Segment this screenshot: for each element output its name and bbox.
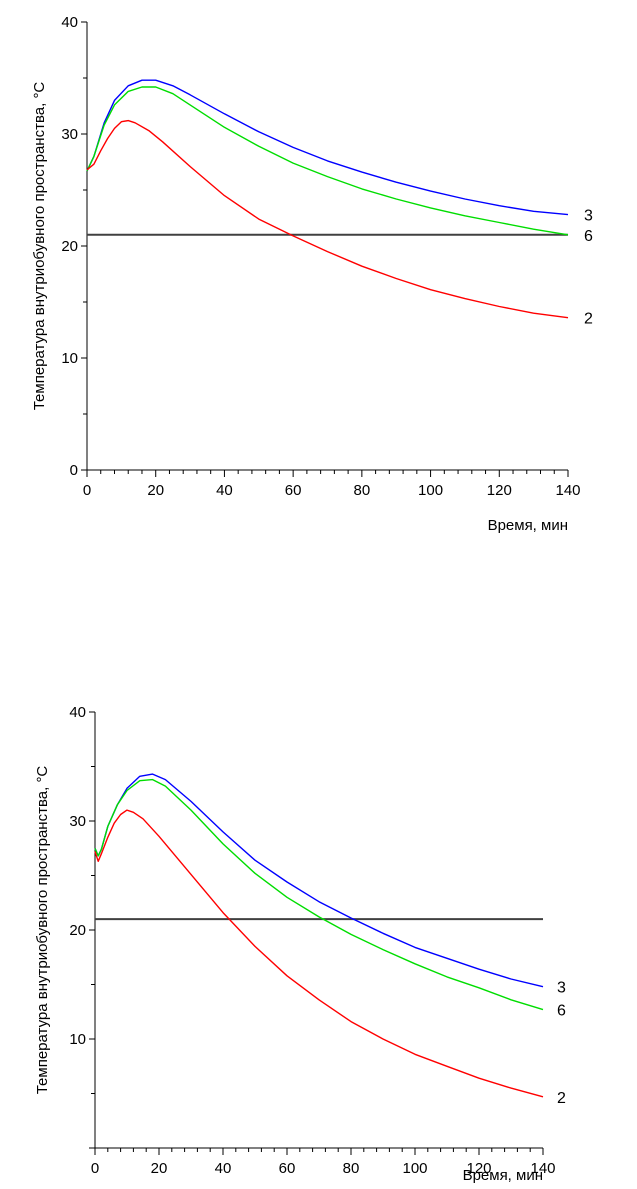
x-axis-title: Время, мин — [463, 1167, 543, 1184]
series-line-6 — [86, 86, 569, 236]
x-tick-label: 140 — [555, 482, 580, 499]
temperature-chart-2: 0 20 40 60 80 100 120 140 10 20 30 40 Время, мин Темп… — [34, 704, 566, 1184]
series-label-3: 3 — [557, 980, 566, 997]
series-line-3 — [86, 79, 569, 216]
y-tick-label: 40 — [61, 14, 78, 31]
series-label-6: 6 — [557, 1003, 566, 1020]
y-tick-label: 0 — [70, 462, 78, 479]
series-label-3: 3 — [584, 208, 593, 225]
series-line-3 — [94, 773, 544, 988]
y-tick-label: 10 — [61, 350, 78, 367]
x-tick-label: 40 — [216, 482, 233, 499]
x-tick-label: 0 — [83, 482, 91, 499]
y-tick-label: 20 — [69, 922, 86, 939]
y-tick-label: 10 — [69, 1031, 86, 1048]
x-tick-label: 20 — [151, 1160, 168, 1177]
series-line-6 — [94, 778, 544, 1011]
y-tick-label: 30 — [69, 813, 86, 830]
y-tick-label: 40 — [69, 704, 86, 721]
temperature-chart-1: 0 20 40 60 80 100 120 140 0 10 20 30 40 Время, мин Тем… — [31, 14, 593, 534]
x-tick-label: 0 — [91, 1160, 99, 1177]
x-tick-label: 100 — [402, 1160, 427, 1177]
x-tick-label: 60 — [279, 1160, 296, 1177]
x-tick-label: 60 — [285, 482, 302, 499]
x-tick-label: 80 — [343, 1160, 360, 1177]
y-tick-label: 30 — [61, 126, 78, 143]
x-tick-label: 140 — [530, 1160, 555, 1177]
y-axis-title: Температура внутриобувного пространства,… — [34, 766, 51, 1095]
series-label-6: 6 — [584, 228, 593, 245]
series-label-2: 2 — [557, 1090, 566, 1107]
y-tick-label: 20 — [61, 238, 78, 255]
series-line-2 — [86, 119, 569, 319]
series-line-2 — [94, 809, 544, 1098]
y-axis-title: Температура внутриобувного пространства,… — [31, 82, 48, 411]
x-tick-label: 120 — [487, 482, 512, 499]
x-tick-label: 80 — [354, 482, 371, 499]
series-label-2: 2 — [584, 311, 593, 328]
x-tick-label: 100 — [418, 482, 443, 499]
x-tick-label: 120 — [466, 1160, 491, 1177]
x-axis-title: Время, мин — [488, 517, 568, 534]
x-tick-label: 40 — [215, 1160, 232, 1177]
x-tick-label: 20 — [147, 482, 164, 499]
